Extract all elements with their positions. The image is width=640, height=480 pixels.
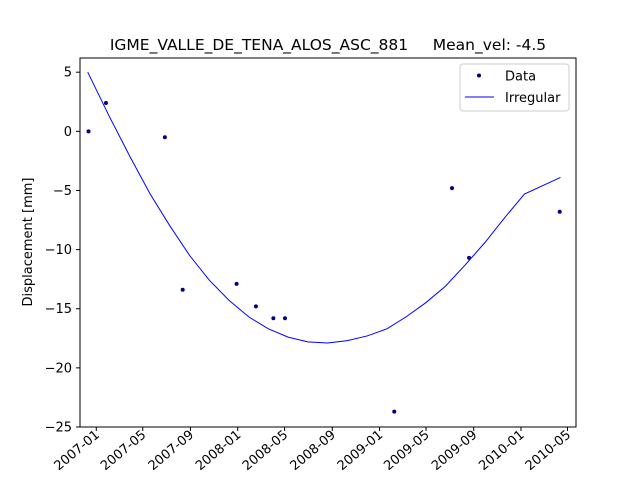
data-point: [86, 129, 91, 134]
series-line-irregular: [87, 71, 561, 344]
x-tick-label: 2010-05: [523, 428, 574, 474]
data-point: [392, 409, 397, 414]
x-tick-label: 2008-09: [288, 428, 339, 474]
y-axis-label: Displacement [mm]: [21, 178, 36, 307]
data-point: [162, 135, 167, 140]
y-tick-label: −15: [45, 302, 72, 317]
legend-irregular-label: Irregular: [505, 91, 561, 106]
legend-data-marker: [477, 73, 481, 78]
x-tick-label: 2009-05: [381, 428, 432, 474]
x-tick-label: 2010-01: [476, 428, 527, 474]
y-tick-label: −5: [53, 184, 72, 199]
x-tick-label: 2007-05: [98, 428, 149, 474]
chart-title: IGME_VALLE_DE_TENA_ALOS_ASC_881 Mean_vel…: [110, 36, 546, 55]
y-tick-label: 5: [64, 66, 72, 81]
plot-frame: [79, 57, 577, 428]
x-tick-label: 2009-01: [335, 428, 386, 474]
y-tick-label: −10: [45, 243, 72, 258]
legend-box: [459, 63, 570, 112]
data-point: [180, 287, 185, 292]
x-tick-label: 2008-05: [240, 428, 291, 474]
legend: Data Irregular: [459, 63, 570, 112]
data-point: [103, 100, 108, 105]
data-point: [253, 304, 258, 309]
legend-data-label: Data: [505, 70, 536, 85]
data-point: [557, 209, 562, 214]
data-point: [450, 186, 454, 191]
x-tick-label: 2007-09: [146, 428, 197, 474]
plot-area: 50−5−10−15−20−252007-012007-052007-09200…: [45, 66, 574, 474]
data-point: [234, 281, 239, 286]
y-tick-label: −25: [45, 421, 72, 436]
x-tick-label: 2009-09: [429, 428, 480, 474]
data-point: [271, 316, 276, 321]
x-tick-label: 2008-01: [193, 428, 244, 474]
data-point: [282, 316, 287, 321]
y-tick-label: −20: [45, 361, 72, 376]
y-tick-label: 0: [64, 125, 72, 140]
